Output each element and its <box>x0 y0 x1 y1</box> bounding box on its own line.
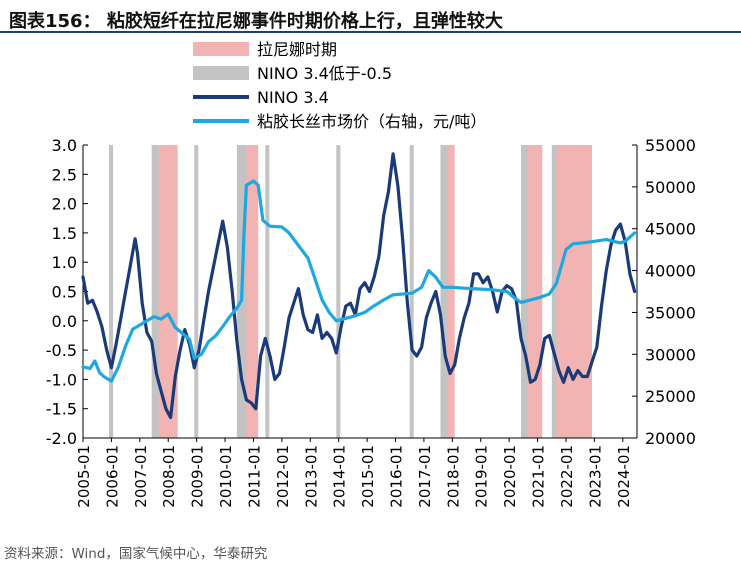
series-lines <box>81 152 637 420</box>
legend-nino-below-swatch <box>193 66 249 80</box>
nino-below-band <box>520 145 529 438</box>
nino-below-band <box>109 145 114 438</box>
nino-below-band <box>409 145 414 438</box>
x-tick-label: 2020-01 <box>501 445 519 508</box>
x-tick-label: 2013-01 <box>302 445 320 508</box>
y-left-tick-label: 2.5 <box>52 165 77 184</box>
y-left-tick-label: -1.5 <box>46 400 77 419</box>
y-left-tick-label: -1.0 <box>46 370 77 389</box>
y-left-tick-label: 3.0 <box>52 136 77 155</box>
nino-below-band <box>551 145 557 438</box>
la-nina-band <box>554 145 593 438</box>
la-nina-band <box>525 145 543 438</box>
x-tick-label: 2007-01 <box>132 445 150 508</box>
legend-nino-below-label: NINO 3.4低于-0.5 <box>257 64 392 83</box>
y-left-tick-label: 0.0 <box>52 312 77 331</box>
x-tick-label: 2009-01 <box>189 445 207 508</box>
x-tick-label: 2014-01 <box>331 445 349 508</box>
y-right-tick-label: 45000 <box>645 220 696 239</box>
nino-below-band <box>194 145 199 438</box>
period-bands <box>109 145 593 438</box>
nino34-line <box>81 152 637 420</box>
y-right-tick-label: 35000 <box>645 303 696 322</box>
x-tick-label: 2012-01 <box>274 445 292 508</box>
x-tick-label: 2008-01 <box>160 445 178 508</box>
y-left-tick-label: 0.5 <box>52 283 77 302</box>
y-right-tick-label: 55000 <box>645 136 696 155</box>
y-right-tick-label: 25000 <box>645 387 696 406</box>
viscose-price-line <box>81 179 637 383</box>
x-tick-label: 2021-01 <box>530 445 548 508</box>
y-left-tick-label: -2.0 <box>46 429 77 448</box>
la-nina-band <box>156 145 178 438</box>
y-right-tick-label: 30000 <box>645 345 696 364</box>
x-tick-label: 2016-01 <box>388 445 406 508</box>
legend: 拉尼娜时期 NINO 3.4低于-0.5 NINO 3.4 粘胶长丝市场价（右轴，元/… <box>193 40 486 131</box>
nino-below-band <box>151 145 159 438</box>
y-left-tick-label: -0.5 <box>46 341 77 360</box>
x-tick-label: 2006-01 <box>103 445 121 508</box>
y-right-tick-label: 20000 <box>645 429 696 448</box>
x-tick-label: 2023-01 <box>586 445 604 508</box>
x-tick-label: 2024-01 <box>615 445 633 508</box>
x-tick-label: 2017-01 <box>416 445 434 508</box>
x-tick-label: 2005-01 <box>75 445 93 508</box>
y-left-tick-label: 1.0 <box>52 253 77 272</box>
la-nina-band <box>445 145 455 438</box>
nino-below-band <box>336 145 341 438</box>
y-right-tick-label: 50000 <box>645 178 696 197</box>
x-tick-label: 2015-01 <box>359 445 377 508</box>
legend-la-nina-swatch <box>193 42 249 56</box>
x-tick-label: 2022-01 <box>558 445 576 508</box>
x-tick-label: 2011-01 <box>245 445 263 508</box>
nino-below-band <box>440 145 448 438</box>
legend-la-nina-label: 拉尼娜时期 <box>257 40 337 59</box>
x-tick-label: 2019-01 <box>473 445 491 508</box>
x-tick-label: 2010-01 <box>217 445 235 508</box>
source-note: 资料来源：Wind，国家气候中心，华泰研究 <box>4 546 268 562</box>
y-left-tick-label: 2.0 <box>52 195 77 214</box>
y-left-tick-label: 1.5 <box>52 224 77 243</box>
x-tick-label: 2018-01 <box>444 445 462 508</box>
y-right-tick-label: 40000 <box>645 262 696 281</box>
legend-nino34-label: NINO 3.4 <box>257 88 329 107</box>
nino-below-band <box>265 145 270 438</box>
chart-title: 图表156： 粘胶短纤在拉尼娜事件时期价格上行，且弹性较大 <box>0 0 741 33</box>
legend-price-label: 粘胶长丝市场价（右轴，元/吨） <box>257 112 486 131</box>
axes: 3.0 2.5 2.0 1.5 1.0 0.5 0.0 -0.5 -1.0 -1.5 -2.0 550… <box>46 136 696 508</box>
